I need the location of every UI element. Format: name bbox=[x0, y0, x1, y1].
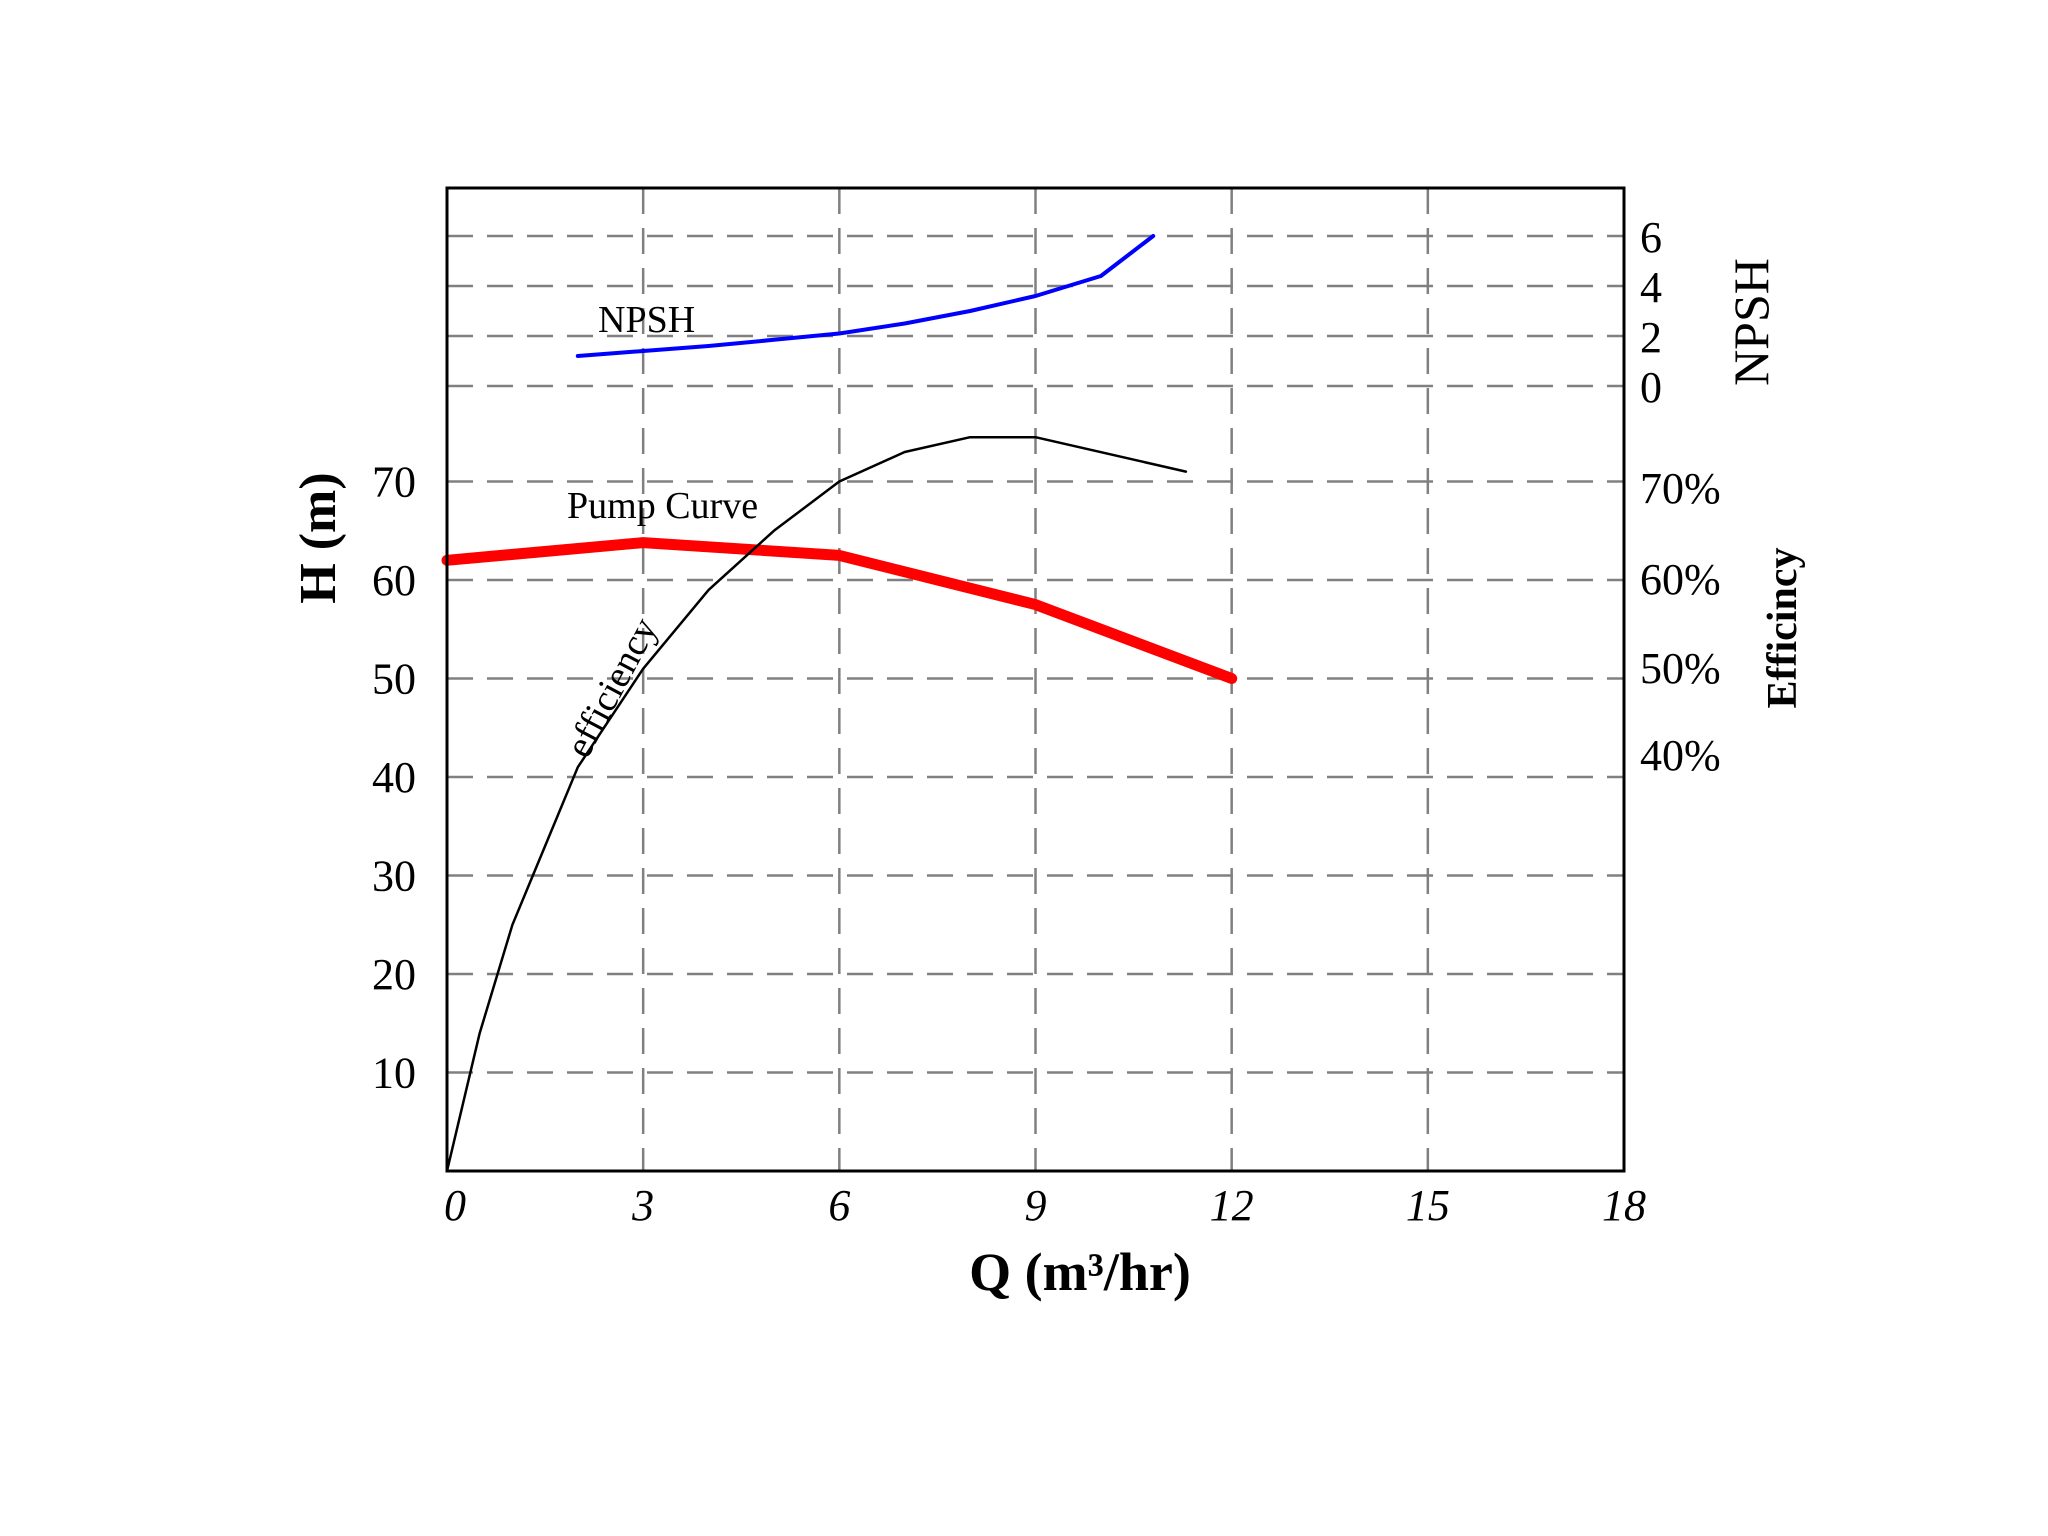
efficiency-tick-label: 60% bbox=[1640, 555, 1721, 604]
pump-curve-line bbox=[441, 537, 1238, 684]
efficiency-tick-label: 70% bbox=[1640, 464, 1721, 513]
h-tick-label: 40 bbox=[372, 753, 416, 802]
x-tick-label: 18 bbox=[1602, 1181, 1646, 1230]
h-tick-label: 30 bbox=[372, 852, 416, 901]
x-tick-label: 12 bbox=[1210, 1181, 1254, 1230]
efficiency-curve-label: efficiency bbox=[558, 611, 666, 764]
npsh-axis-title: NPSH bbox=[1723, 258, 1779, 386]
x-tick-label: 6 bbox=[828, 1181, 850, 1230]
h-tick-label: 70 bbox=[372, 458, 416, 507]
npsh-line bbox=[575, 234, 1156, 358]
npsh-curve-label: NPSH bbox=[598, 299, 695, 341]
h-tick-label: 10 bbox=[372, 1049, 416, 1098]
npsh-tick-label: 0 bbox=[1640, 363, 1662, 412]
efficiency-line bbox=[445, 435, 1188, 1173]
efficiency-tick-label: 50% bbox=[1640, 644, 1721, 693]
curves bbox=[441, 234, 1238, 1173]
efficiency-axis-title: Efficincy bbox=[1760, 548, 1806, 709]
npsh-tick-label: 2 bbox=[1640, 313, 1662, 362]
h-tick-label: 50 bbox=[372, 655, 416, 704]
efficiency-tick-label: 40% bbox=[1640, 731, 1721, 780]
npsh-tick-label: 6 bbox=[1640, 213, 1662, 262]
y-axis-left-title: H (m) bbox=[290, 472, 347, 603]
h-tick-label: 60 bbox=[372, 556, 416, 605]
x-tick-label: 9 bbox=[1025, 1181, 1047, 1230]
x-axis-title: Q (m³/hr) bbox=[969, 1242, 1191, 1302]
grid-lines bbox=[447, 188, 1624, 1171]
npsh-tick-label: 4 bbox=[1640, 263, 1662, 312]
x-tick-label: 0 bbox=[444, 1181, 466, 1230]
pump-curve-label: Pump Curve bbox=[567, 485, 758, 527]
x-tick-label: 3 bbox=[631, 1181, 654, 1230]
plot-frame bbox=[445, 186, 1626, 1173]
h-tick-label: 20 bbox=[372, 950, 416, 999]
x-tick-label: 15 bbox=[1406, 1181, 1450, 1230]
